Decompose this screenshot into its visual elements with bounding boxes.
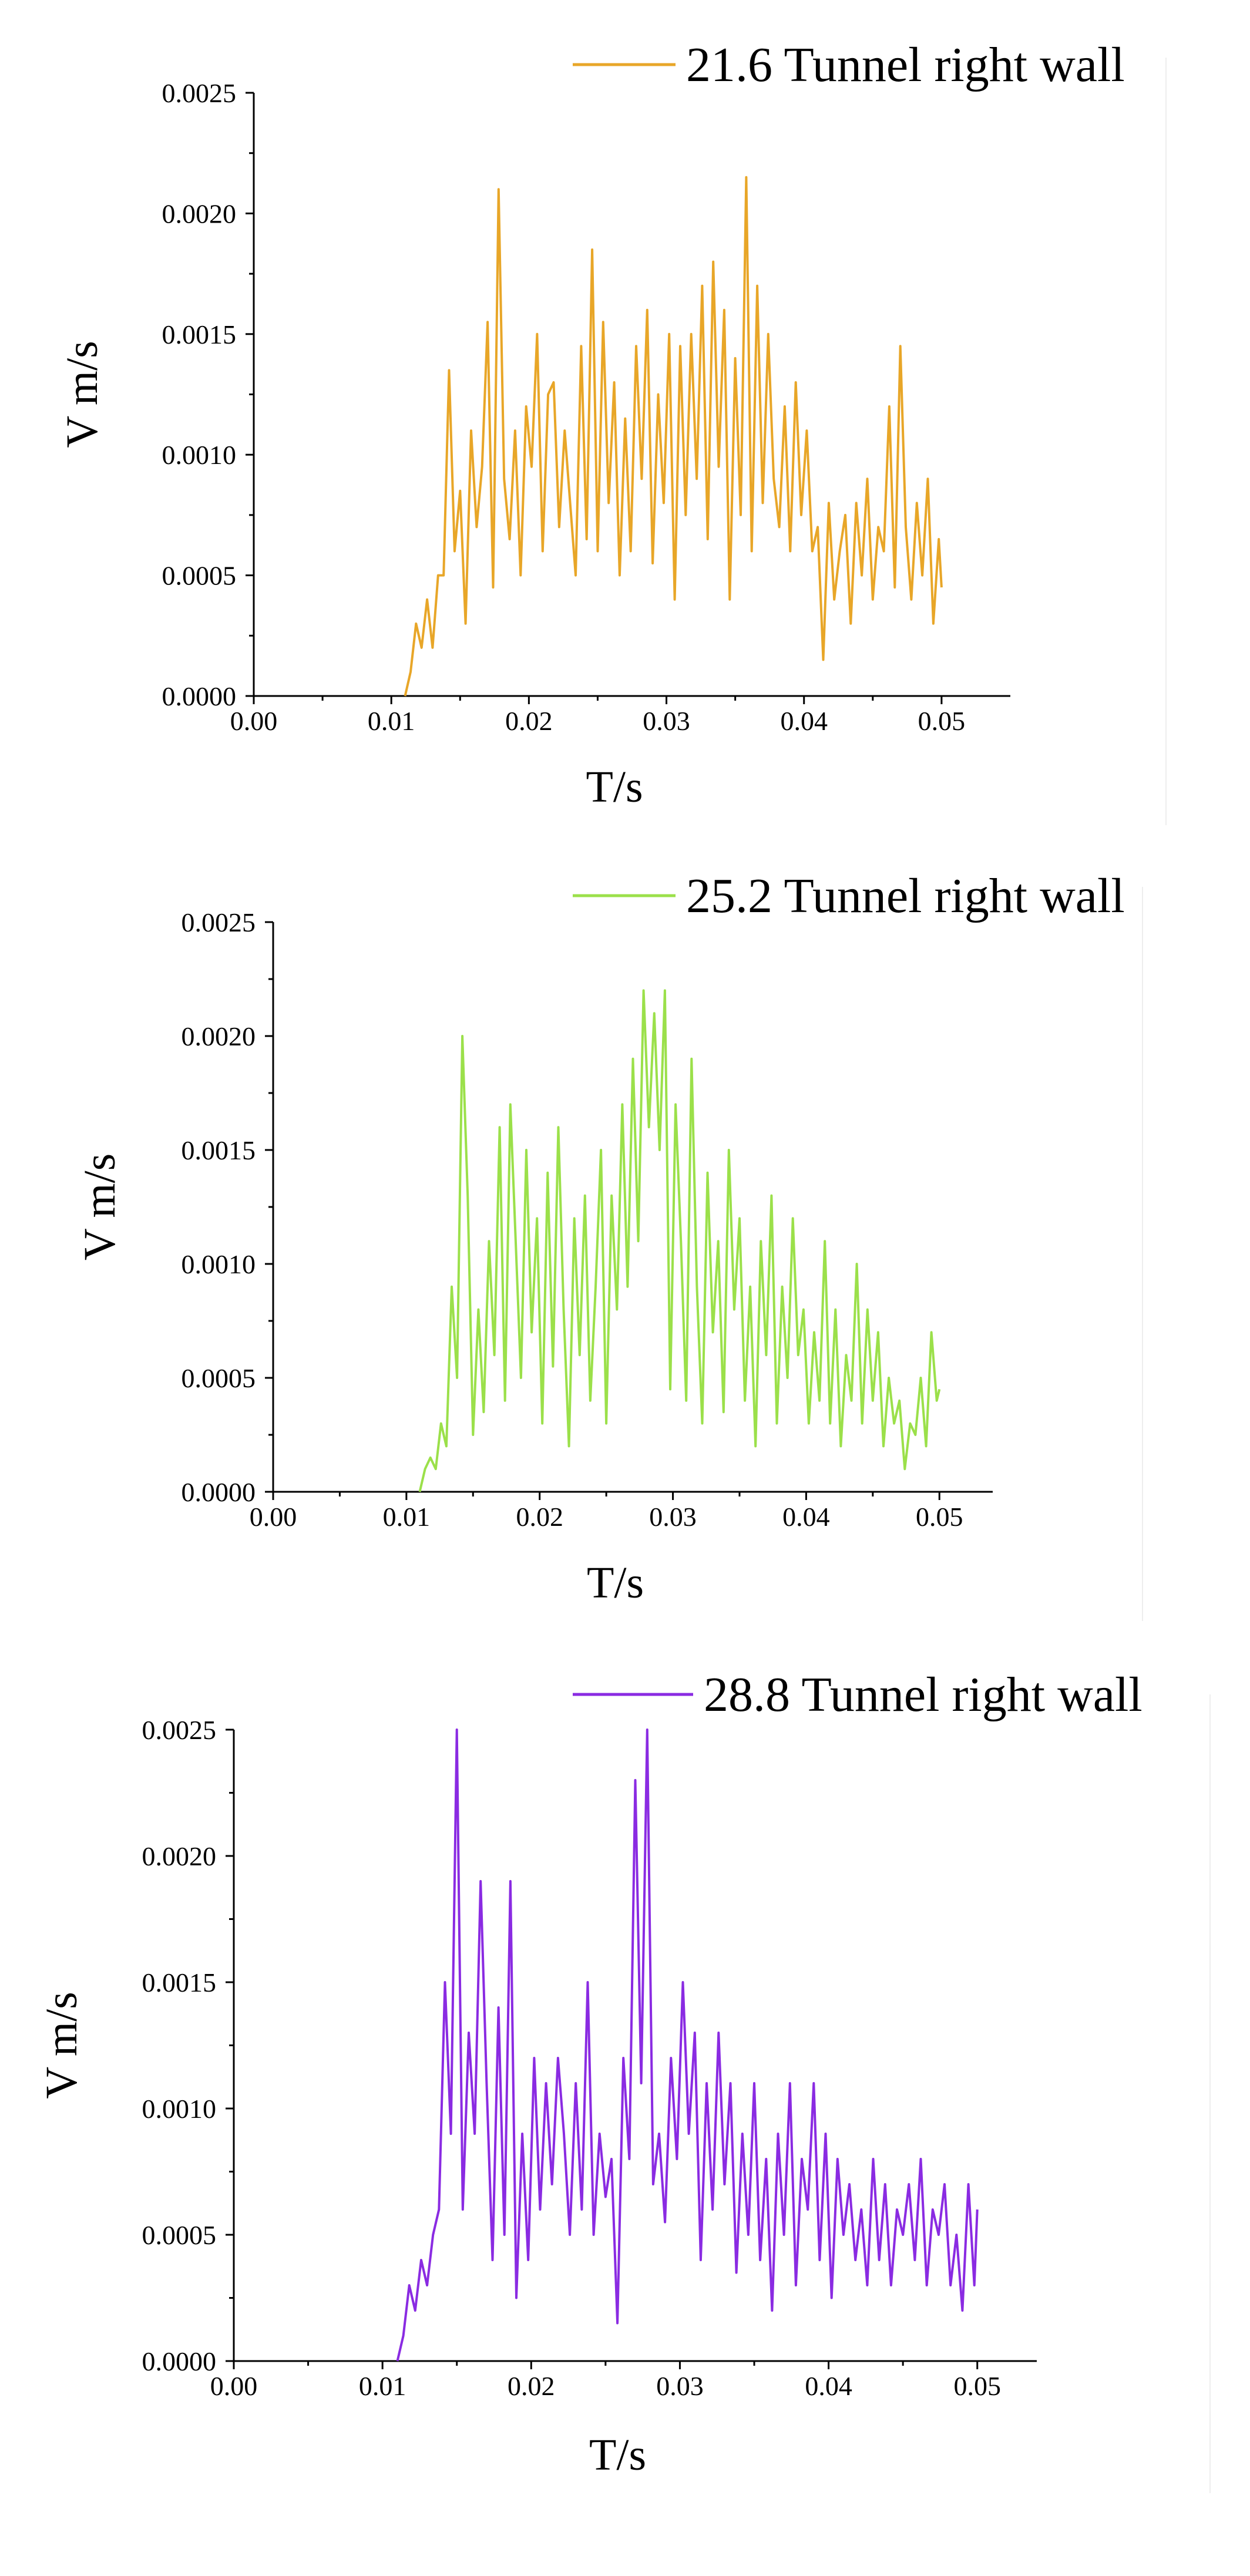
x-tick-label: 0.02 [508,2371,555,2401]
x-tick-label: 0.01 [359,2371,406,2401]
chart-panel-3: 0.00 0.01 0.02 0.03 0.04 0.05 0.0000 0.0005 0.00… [37,1667,1211,2493]
chart-panel-1: 0.00 0.01 0.02 0.03 0.04 0.05 0.0000 0.0005 0.00… [58,38,1167,825]
y-tick-label: 0.0025 [182,907,256,937]
y-axis-title: V m/s [58,341,107,448]
chart-panel-2: 0.00 0.01 0.02 0.03 0.04 0.05 0.0000 0.0005 0.00… [75,869,1143,1621]
x-tick-label: 0.03 [643,706,690,736]
y-tick-label: 0.0010 [162,440,237,470]
x-tick-label: 0.00 [250,1502,297,1532]
y-tick-label: 0.0025 [162,78,237,108]
x-tick-label: 0.00 [230,706,278,736]
x-axis-title: T/s [589,2430,646,2480]
y-tick-label: 0.0020 [182,1021,256,1051]
legend-label: 21.6 Tunnel right wall [686,38,1125,92]
y-tick-label: 0.0020 [162,199,237,228]
y-tick-label: 0.0005 [182,1363,256,1393]
y-tick-label: 0.0015 [142,1968,217,1997]
series-line [404,176,943,697]
y-tick-label: 0.0015 [162,320,237,349]
x-tick-label: 0.04 [805,2371,852,2401]
y-axis-title: V m/s [75,1154,125,1260]
x-tick-label: 0.05 [953,2371,1001,2401]
x-tick-label: 0.02 [505,706,553,736]
x-axis-title: T/s [587,1558,644,1608]
x-tick-label: 0.01 [383,1502,431,1532]
y-tick-label: 0.0005 [162,561,237,591]
y-tick-label: 0.0005 [142,2220,217,2250]
y-tick-label: 0.0000 [162,681,237,711]
legend-label: 25.2 Tunnel right wall [686,869,1125,923]
x-tick-label: 0.00 [210,2371,258,2401]
legend-label: 28.8 Tunnel right wall [704,1667,1143,1722]
x-tick-label: 0.03 [656,2371,704,2401]
y-tick-label: 0.0025 [142,1715,217,1745]
y-axis-title: V m/s [37,1992,86,2099]
x-tick-label: 0.03 [649,1502,697,1532]
x-tick-label: 0.01 [368,706,415,736]
x-tick-label: 0.02 [516,1502,563,1532]
x-tick-label: 0.04 [782,1502,830,1532]
x-tick-label: 0.05 [916,1502,963,1532]
x-tick-label: 0.05 [918,706,966,736]
y-tick-label: 0.0010 [142,2094,217,2124]
y-tick-label: 0.0015 [182,1135,256,1165]
series-line [396,1728,979,2362]
y-tick-label: 0.0010 [182,1249,256,1279]
y-tick-label: 0.0020 [142,1841,217,1871]
y-tick-label: 0.0000 [182,1477,256,1507]
series-line [418,989,941,1492]
x-axis-title: T/s [586,762,643,812]
x-tick-label: 0.04 [780,706,828,736]
y-tick-label: 0.0000 [142,2346,217,2376]
